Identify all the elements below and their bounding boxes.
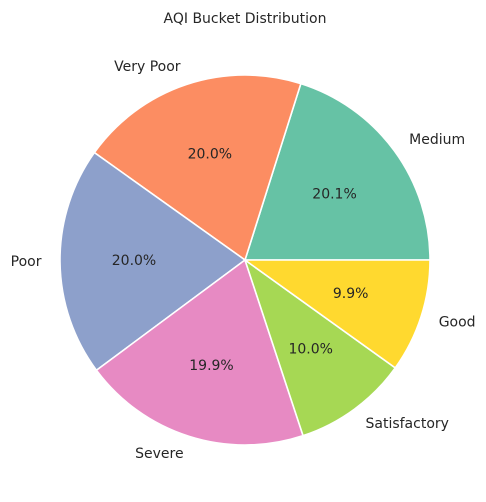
pct-very-poor: 20.0% xyxy=(188,147,232,163)
label-satisfactory: Satisfactory xyxy=(365,416,448,432)
category-labels: Medium Very Poor Poor Severe Satisfactory Goo… xyxy=(11,59,476,462)
label-severe: Severe xyxy=(135,446,183,462)
slice-good xyxy=(242,259,431,370)
slice-severe xyxy=(95,258,305,446)
percentage-labels: 20.1% 20.0% 20.0% 19.9% 10.0% 9.9% xyxy=(112,147,369,374)
pct-good: 9.9% xyxy=(333,286,369,302)
slice-satisfactory xyxy=(243,257,397,437)
pie-slices xyxy=(59,74,431,446)
label-poor: Poor xyxy=(11,254,42,270)
label-very-poor: Very Poor xyxy=(114,59,181,75)
slice-medium xyxy=(243,82,431,261)
label-medium: Medium xyxy=(409,132,465,148)
label-good: Good xyxy=(439,314,476,330)
pct-medium: 20.1% xyxy=(312,186,356,202)
slice-very-poor xyxy=(93,74,302,262)
pct-poor: 20.0% xyxy=(112,253,156,269)
chart-title: AQI Bucket Distribution xyxy=(164,11,327,27)
pct-satisfactory: 10.0% xyxy=(288,341,332,357)
pct-severe: 19.9% xyxy=(189,358,233,374)
slice-poor xyxy=(59,151,247,372)
